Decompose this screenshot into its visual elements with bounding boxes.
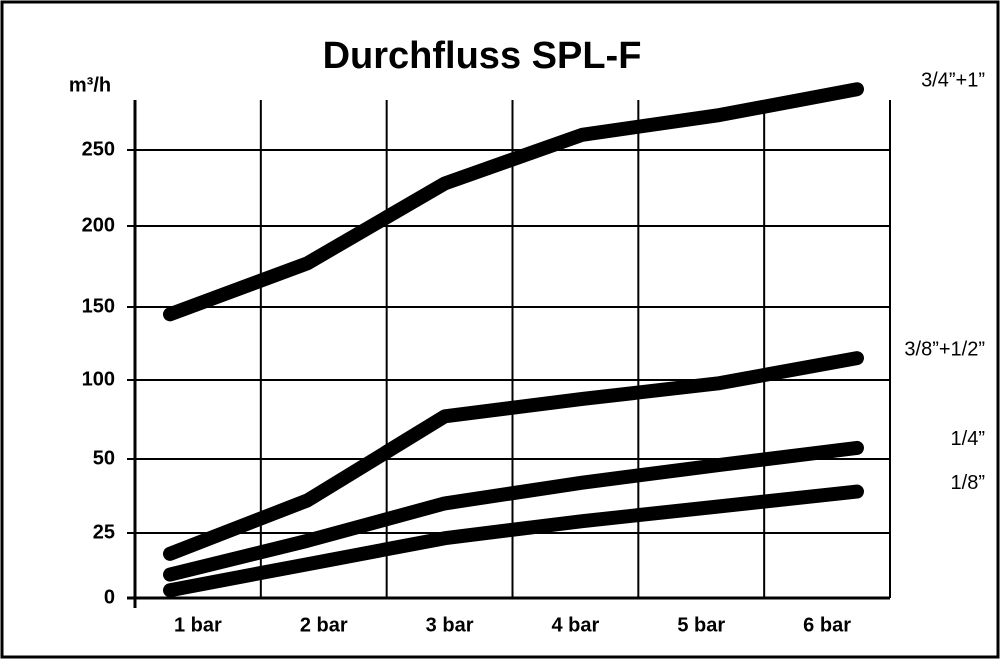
- y-tick-label: 50: [93, 447, 115, 469]
- x-tick-label: 4 bar: [552, 614, 600, 636]
- legend-label: 1/8”: [951, 472, 985, 494]
- y-tick-label: 0: [104, 586, 115, 608]
- legend-label: 3/8”+1/2”: [904, 338, 985, 360]
- chart-title: Durchfluss SPL-F: [323, 35, 642, 77]
- x-tick-label: 5 bar: [677, 614, 725, 636]
- series-line: [163, 82, 864, 322]
- series-line: [163, 351, 864, 561]
- y-tick-label: 150: [82, 295, 115, 317]
- series-line: [163, 440, 864, 582]
- x-tick-label: 6 bar: [803, 614, 851, 636]
- y-tick-label: 200: [82, 214, 115, 236]
- y-tick-label: 100: [82, 368, 115, 390]
- legend-label: 3/4”+1”: [921, 69, 985, 91]
- series-line: [163, 484, 864, 598]
- x-tick-label: 1 bar: [174, 614, 222, 636]
- y-tick-label: 250: [82, 138, 115, 160]
- x-tick-label: 3 bar: [426, 614, 474, 636]
- x-tick-label: 2 bar: [300, 614, 348, 636]
- legend-label: 1/4”: [951, 428, 985, 450]
- y-tick-label: 25: [93, 521, 115, 543]
- y-axis-label: m³/h: [69, 74, 111, 96]
